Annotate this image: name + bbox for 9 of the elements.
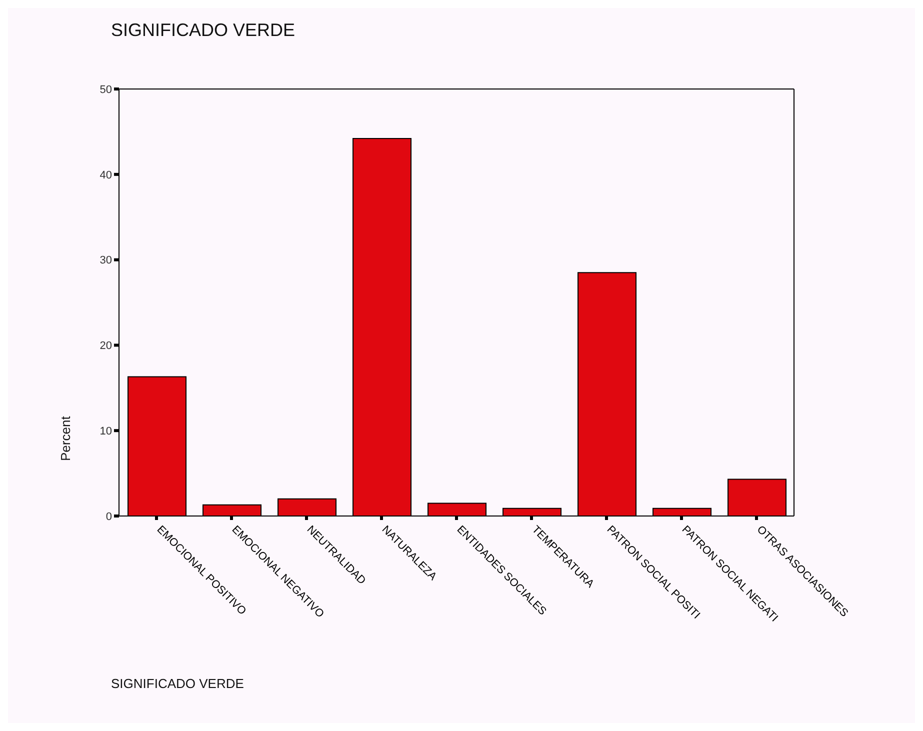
y-tick-label: 0 [106,510,112,523]
y-tick-label: 20 [100,340,112,352]
y-tick-label: 10 [100,426,112,438]
y-tick-label: 40 [100,169,112,182]
chart-title: SIGNIFICADO VERDE [111,20,296,41]
y-tick-label: 50 [100,84,112,96]
y-axis-title: Percent [58,416,73,461]
y-tick-label: 30 [100,254,112,267]
x-axis-title: SIGNIFICADO VERDE [111,676,244,691]
